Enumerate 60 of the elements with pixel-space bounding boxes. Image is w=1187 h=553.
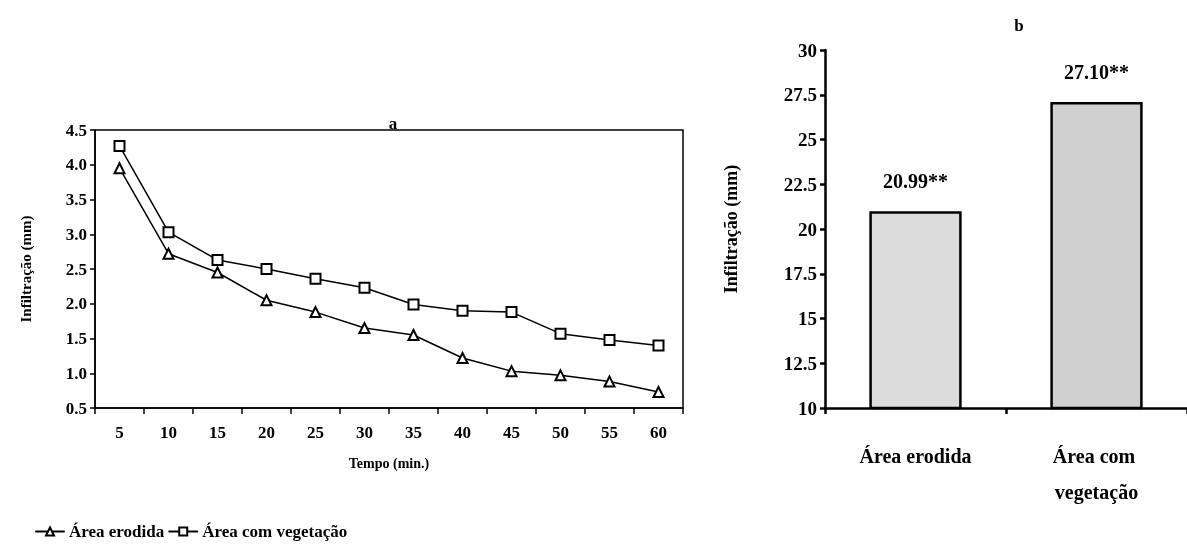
x-tick-label: 15 (209, 423, 226, 442)
x-tick-label: 5 (115, 423, 124, 442)
y-tick-label: 1.5 (65, 329, 87, 348)
point (456, 304, 469, 317)
y-tick-label: 4.0 (65, 155, 87, 175)
point (554, 369, 567, 382)
point (505, 306, 518, 319)
point (407, 298, 420, 311)
chart-title: a (388, 114, 398, 133)
data-label: 27.10** (1064, 60, 1129, 83)
point (456, 351, 469, 364)
y-tick-label: 4.5 (65, 120, 87, 140)
x-axis-title: Tempo (min.) (348, 455, 430, 472)
point (211, 266, 224, 279)
point (603, 375, 616, 388)
y-tick-label: 2.5 (65, 259, 87, 279)
x-tick-label: 30 (356, 423, 373, 442)
point (603, 333, 616, 346)
point (162, 247, 175, 260)
x-tick-label: 10 (160, 423, 177, 442)
x-tick-label: 45 (503, 423, 520, 442)
point (113, 162, 126, 175)
point (652, 339, 665, 352)
y-axis-title: Infiltração (mm) (17, 215, 35, 323)
legend-label: Área com vegetação (202, 522, 348, 541)
y-axis-title: Infiltração (mm) (721, 164, 742, 294)
y-tick-label: 1.0 (65, 363, 87, 383)
x-tick-label: 60 (650, 423, 667, 442)
y-tick-label: 3.0 (65, 224, 87, 244)
y-tick-label: 12.5 (783, 352, 817, 374)
y-tick-label: 30 (798, 39, 817, 61)
x-tick-label: 50 (552, 423, 569, 442)
point (309, 272, 322, 285)
y-tick-label: 10 (798, 397, 817, 419)
x-tick-label: 20 (258, 423, 275, 442)
x-tick-label: Área com vegetação (1052, 445, 1141, 504)
y-tick-label: 17.5 (783, 263, 817, 285)
point (260, 263, 273, 275)
y-tick-label: 2.0 (65, 294, 87, 314)
y-tick-label: 20 (798, 218, 817, 240)
y-tick-label: 22.5 (783, 173, 817, 195)
x-tick-label: 25 (307, 423, 324, 442)
x-tick-label: 35 (405, 423, 422, 442)
point (554, 327, 567, 340)
point (211, 253, 224, 266)
y-tick-label: 25 (798, 129, 817, 150)
legend-label: Área erodida (69, 522, 165, 541)
y-tick-label: 27.5 (783, 84, 817, 106)
point (113, 139, 126, 152)
y-tick-label: 0.5 (65, 398, 87, 418)
chart-title: b (1014, 16, 1024, 35)
point (162, 226, 175, 239)
data-label: 20.99** (883, 170, 948, 193)
y-tick-label: 15 (798, 308, 817, 329)
point (358, 281, 371, 294)
point (505, 365, 518, 378)
x-tick-label: 55 (601, 423, 618, 442)
x-tick-label: 40 (454, 423, 471, 442)
point (260, 294, 273, 307)
y-tick-label: 3.5 (65, 190, 87, 209)
